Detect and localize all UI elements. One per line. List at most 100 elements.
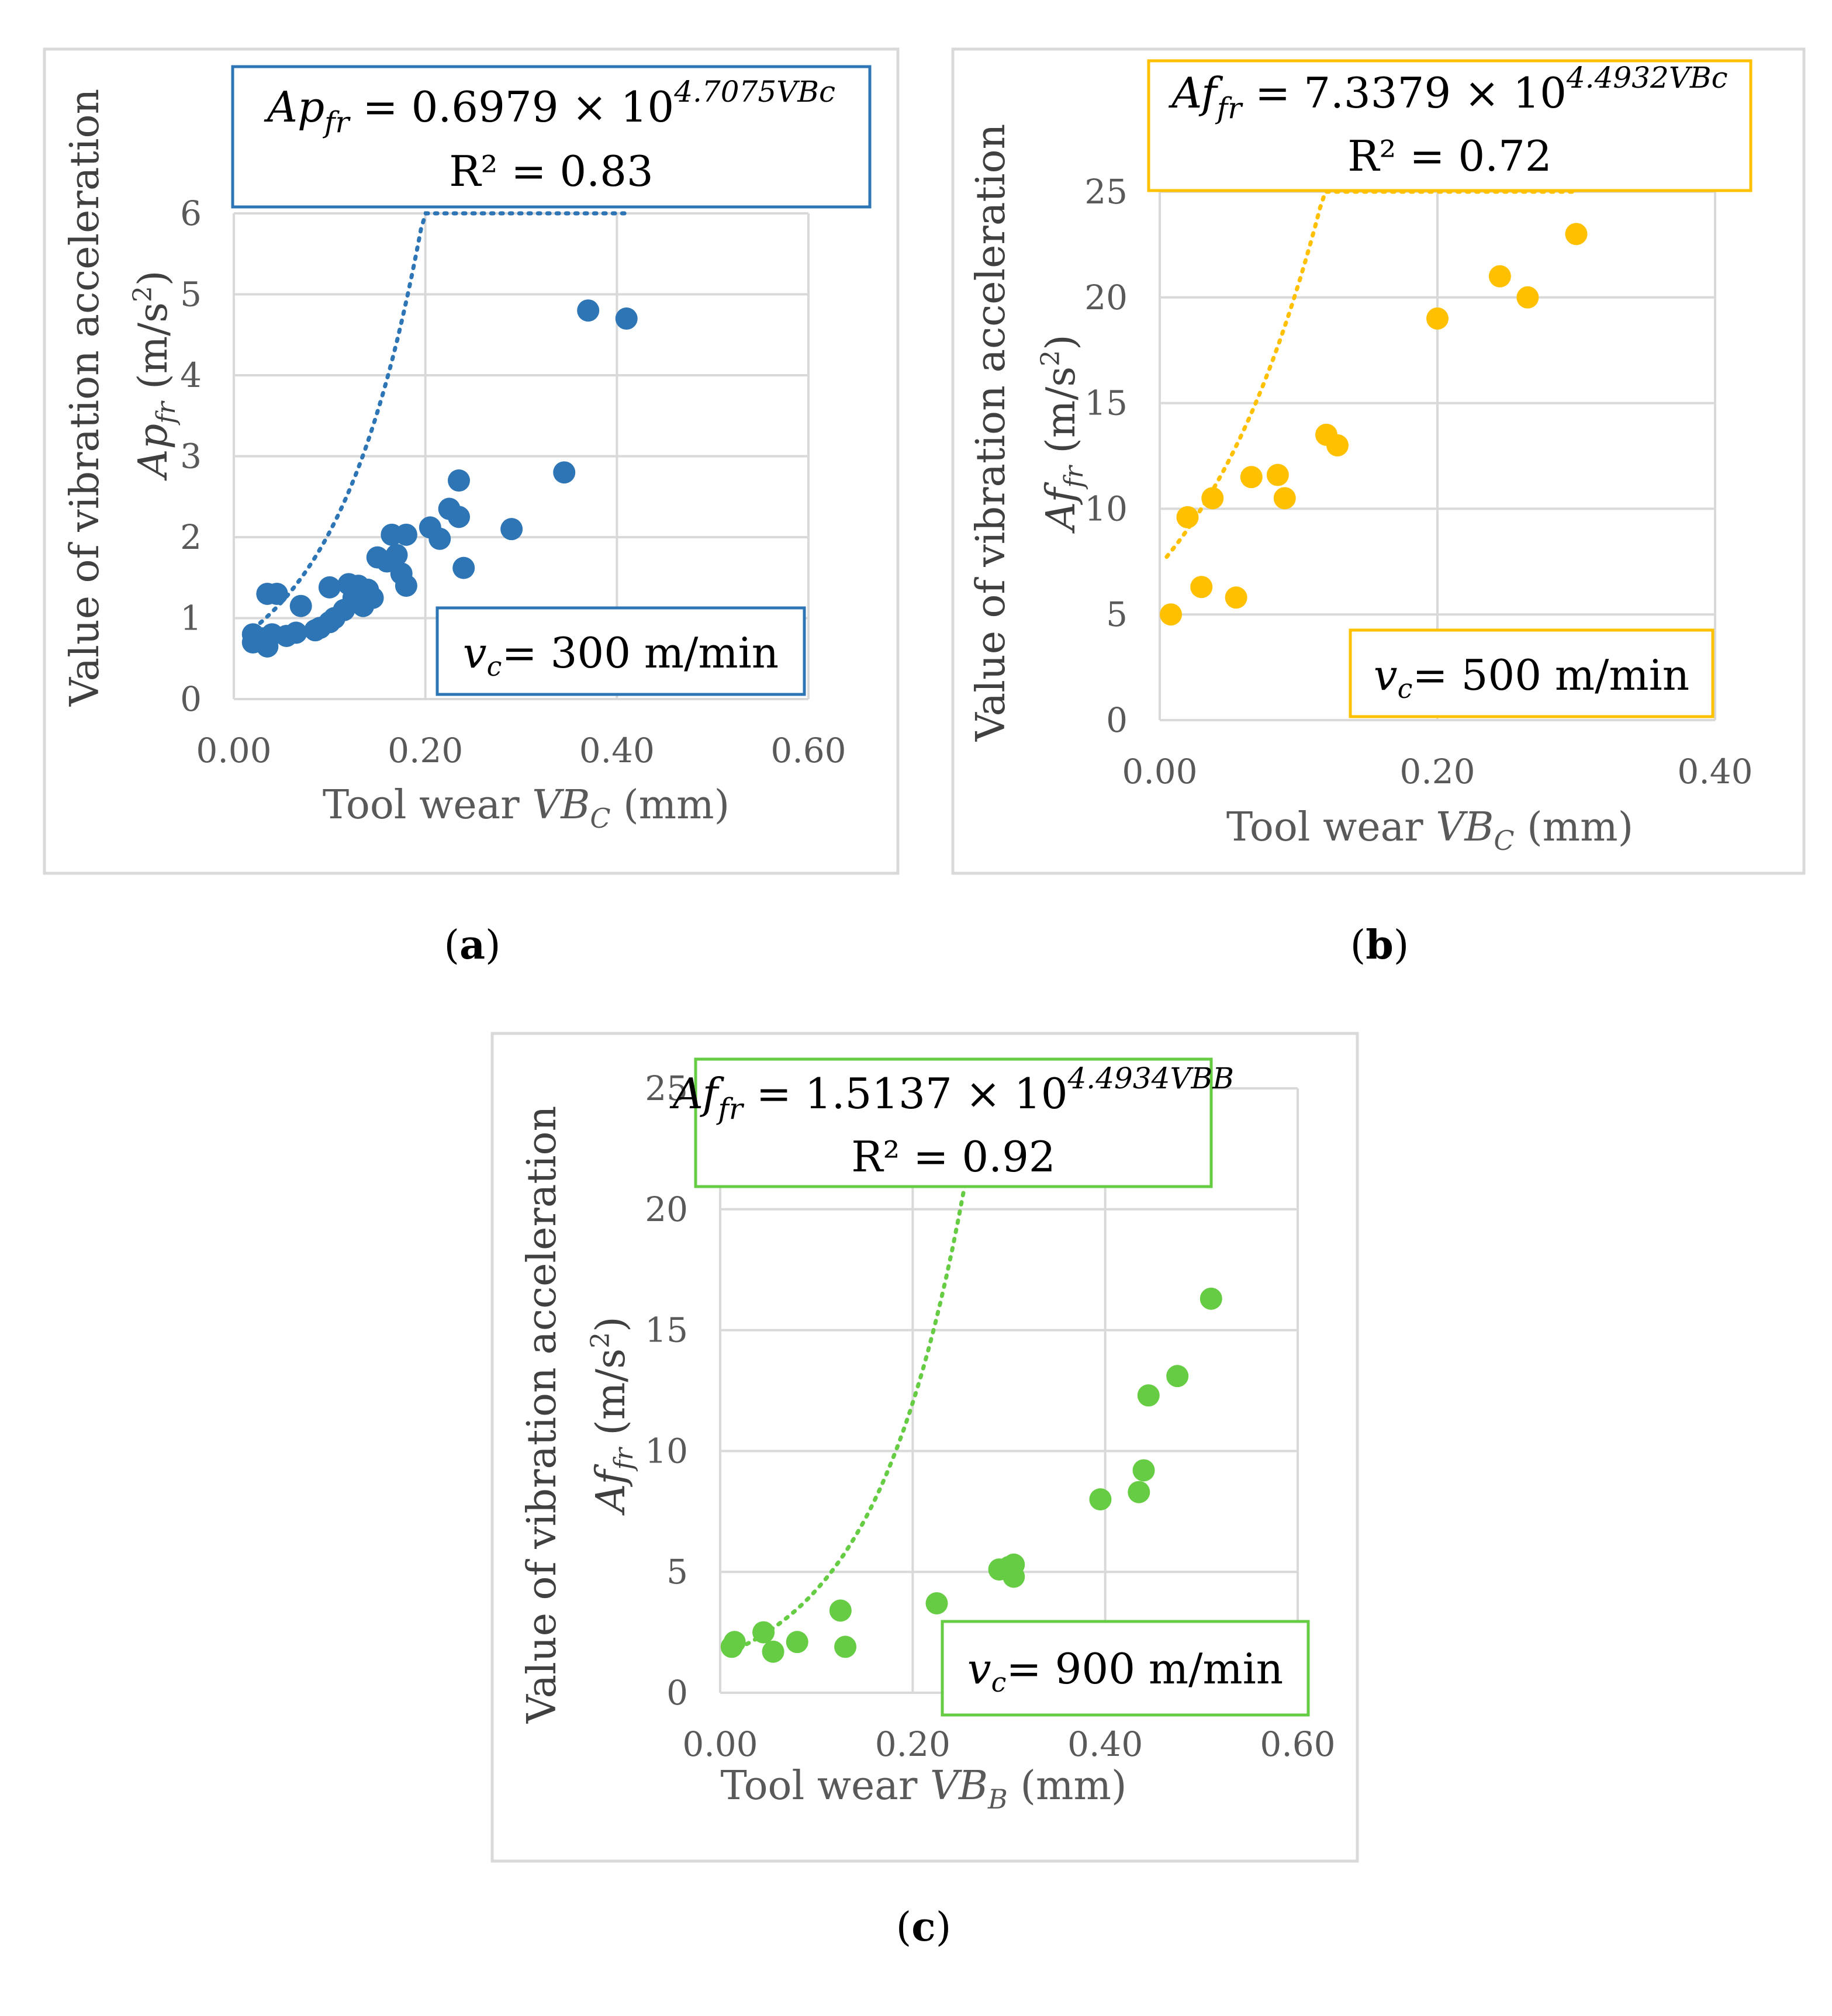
y-tick-label: 10 bbox=[1084, 489, 1128, 528]
panel-label-a: (a) bbox=[444, 922, 500, 969]
x-axis-title-c: Tool wear VBB (mm) bbox=[721, 1763, 1127, 1815]
y-axis-title-line1-b: Value of vibration acceleration bbox=[968, 124, 1014, 742]
equation-box-a bbox=[231, 65, 872, 209]
data-point bbox=[1166, 1365, 1189, 1388]
svg-text:Affr (m/s2): Affr (m/s2) bbox=[586, 1316, 639, 1516]
data-point bbox=[1200, 1287, 1222, 1310]
y-tick-labels-a: 0 1 2 3 4 5 6 bbox=[180, 193, 202, 719]
y-axis-title-line1-a: Value of vibration acceleration bbox=[62, 89, 108, 707]
data-point bbox=[1426, 307, 1449, 330]
data-point bbox=[1225, 586, 1247, 609]
data-point bbox=[500, 518, 523, 541]
data-point bbox=[452, 556, 475, 579]
data-point bbox=[448, 469, 471, 492]
y-axis-title2-b: Affr (m/s2) bbox=[1036, 334, 1089, 534]
data-point bbox=[1137, 1384, 1160, 1407]
speed-box-c bbox=[941, 1620, 1310, 1717]
trendline-a bbox=[251, 211, 629, 631]
data-point bbox=[1201, 487, 1224, 510]
data-point bbox=[615, 307, 638, 330]
data-point bbox=[829, 1599, 852, 1622]
r-squared-a: R² = 0.83 bbox=[449, 147, 654, 196]
chart-panel-b: 0 5 10 15 20 25 0.00 0.20 0.40 Value of vibrati… bbox=[951, 47, 1806, 969]
data-point bbox=[385, 544, 408, 566]
y-tick-label: 6 bbox=[180, 193, 202, 233]
x-tick-label: 0.40 bbox=[579, 731, 655, 770]
panel-label-b: (b) bbox=[1350, 922, 1409, 969]
data-point bbox=[395, 575, 417, 597]
data-point bbox=[1190, 576, 1213, 599]
data-point bbox=[318, 576, 341, 599]
equation-box-c bbox=[694, 1057, 1213, 1188]
data-point bbox=[1128, 1481, 1150, 1503]
data-point bbox=[1240, 466, 1263, 489]
x-tick-label: 0.60 bbox=[1260, 1724, 1335, 1764]
y-axis-title-c: Value of vibration acceleration bbox=[519, 1106, 565, 1724]
y-axis-title2-c: Affr (m/s2) bbox=[586, 1316, 639, 1516]
x-tick-label: 0.40 bbox=[1067, 1724, 1143, 1764]
y-tick-label: 25 bbox=[1084, 172, 1128, 212]
y-tick-label: 2 bbox=[180, 517, 202, 557]
x-tick-labels-c: 0.00 0.20 0.40 0.60 bbox=[682, 1724, 1335, 1764]
chart-panel-c: 0 5 10 15 20 25 0.00 0.20 0.40 0.60 Value of vib… bbox=[490, 1032, 1359, 1951]
data-point bbox=[361, 586, 384, 609]
data-point bbox=[553, 461, 576, 484]
y-tick-label: 5 bbox=[180, 275, 202, 314]
data-points-c bbox=[720, 1287, 1222, 1663]
data-point bbox=[762, 1640, 784, 1663]
data-point bbox=[285, 621, 307, 644]
data-point bbox=[1273, 487, 1296, 510]
data-point bbox=[1176, 506, 1199, 528]
x-tick-label: 0.20 bbox=[1399, 752, 1475, 791]
data-point bbox=[752, 1621, 775, 1644]
data-point bbox=[289, 594, 312, 617]
speed-box-a bbox=[435, 606, 806, 696]
r-squared-c: R² = 0.92 bbox=[851, 1132, 1056, 1181]
equation-c: Affr = 1.5137 × 104.4934VBB bbox=[669, 1061, 1234, 1126]
data-point bbox=[834, 1635, 857, 1658]
x-tick-labels-a: 0.00 0.20 0.40 0.60 bbox=[196, 731, 846, 770]
x-tick-label: 0.00 bbox=[1122, 752, 1197, 791]
data-point bbox=[1488, 265, 1511, 288]
data-point bbox=[1565, 223, 1588, 245]
data-point bbox=[723, 1631, 746, 1654]
y-tick-label: 5 bbox=[666, 1552, 688, 1592]
x-axis-title-b: Tool wear VBC (mm) bbox=[1226, 804, 1633, 856]
r-squared-b: R² = 0.72 bbox=[1347, 132, 1552, 181]
y-tick-label: 20 bbox=[645, 1189, 688, 1229]
x-tick-label: 0.60 bbox=[770, 731, 846, 770]
data-point bbox=[395, 523, 417, 546]
data-point bbox=[265, 582, 288, 605]
cutting-speed-c: vc= 900 m/min bbox=[967, 1644, 1283, 1698]
data-point bbox=[1160, 603, 1182, 626]
equation-a: Apfr = 0.6979 × 104.7075VBc bbox=[264, 75, 835, 139]
y-tick-label: 0 bbox=[1106, 700, 1128, 740]
y-tick-labels-b: 0 5 10 15 20 25 bbox=[1084, 172, 1128, 740]
data-points-a bbox=[241, 299, 638, 658]
x-tick-label: 0.00 bbox=[196, 731, 271, 770]
svg-text:Apfr (m/s2): Apfr (m/s2) bbox=[128, 271, 181, 482]
y-tick-label: 10 bbox=[645, 1431, 688, 1471]
data-point bbox=[925, 1592, 948, 1614]
data-point bbox=[448, 506, 471, 528]
y-tick-label: 20 bbox=[1084, 278, 1128, 317]
y-tick-label: 25 bbox=[645, 1068, 688, 1108]
x-tick-label: 0.40 bbox=[1677, 752, 1753, 791]
data-point bbox=[1326, 434, 1349, 457]
data-point bbox=[1516, 286, 1539, 309]
x-axis-title-a: Tool wear VBC (mm) bbox=[323, 782, 730, 834]
y-axis-title-b: Value of vibration acceleration bbox=[968, 124, 1014, 742]
data-points-b bbox=[1160, 223, 1588, 626]
y-tick-label: 15 bbox=[645, 1310, 688, 1350]
data-point bbox=[1089, 1488, 1112, 1511]
y-tick-label: 0 bbox=[180, 679, 202, 719]
y-tick-label: 4 bbox=[180, 355, 202, 395]
y-axis-title-line1-c: Value of vibration acceleration bbox=[519, 1106, 565, 1724]
data-point bbox=[1003, 1553, 1025, 1576]
x-tick-label: 0.20 bbox=[388, 731, 463, 770]
x-tick-label: 0.20 bbox=[875, 1724, 950, 1764]
equation-b: Affr = 7.3379 × 104.4932VBc bbox=[1168, 61, 1727, 125]
y-tick-label: 1 bbox=[180, 599, 202, 638]
data-point bbox=[428, 527, 451, 550]
svg-text:Affr (m/s2): Affr (m/s2) bbox=[1036, 334, 1089, 534]
